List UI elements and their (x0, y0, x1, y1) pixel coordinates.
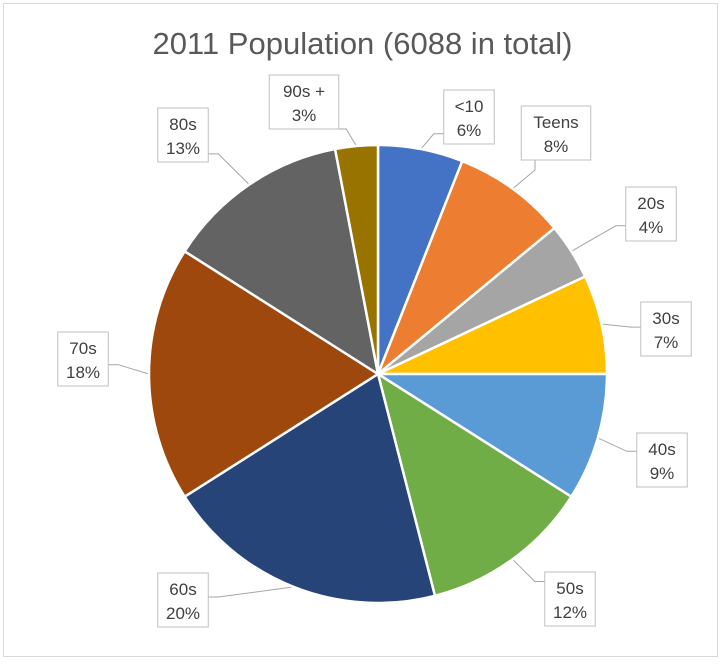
pie-slice-50s (376, 371, 574, 598)
leader-line-10 (420, 133, 444, 150)
data-label-category-40s: 40s (648, 440, 675, 459)
data-label-category-teens: Teens (533, 113, 578, 132)
pie-slice-80s (182, 147, 380, 377)
data-label-box-teens (520, 105, 592, 161)
data-label-value-40s: 9% (650, 464, 675, 483)
chart-title: 2011 Population (6088 in total) (152, 26, 573, 61)
data-label-category-20s: 20s (637, 194, 664, 213)
data-label-box-20s (625, 186, 677, 242)
data-label-value-10: 6% (457, 121, 482, 140)
leader-line-40s (597, 437, 637, 452)
data-label-box-30s (640, 301, 692, 357)
leader-line-80s (208, 153, 250, 185)
data-label-category-80s: 80s (169, 115, 196, 134)
data-label-category-30s: 30s (652, 309, 679, 328)
leader-line-30s (601, 323, 641, 328)
data-label-box-70s (57, 331, 109, 387)
pie-slices (147, 143, 609, 605)
data-label-category-90s: 90s + (283, 82, 325, 101)
data-label-value-30s: 7% (654, 333, 679, 352)
data-label-category-60s: 60s (169, 580, 196, 599)
pie-slice-70s (147, 249, 381, 499)
leader-line-90s (336, 128, 357, 147)
pie-slice-40s (373, 372, 609, 499)
data-label-value-80s: 13% (166, 139, 200, 158)
data-label-box-10 (443, 89, 495, 145)
data-label-box-90s (268, 74, 340, 130)
leader-line-60s (208, 586, 294, 598)
leader-line-70s (108, 364, 150, 375)
data-label-box-50s (544, 571, 596, 627)
leader-line-teens (512, 160, 536, 190)
data-label-value-60s: 20% (166, 604, 200, 623)
pie-slice-teens (376, 159, 557, 375)
data-label-value-50s: 12% (553, 603, 587, 622)
data-labels: <10 6% Teens 8% 20s 4% 30s 7% 40s 9% 50s 12% 60s 20% 7… (57, 74, 692, 628)
pie-slice-60s (182, 372, 437, 605)
data-label-category-70s: 70s (69, 339, 96, 358)
pie-slice-90s (333, 143, 380, 375)
data-label-category-50s: 50s (556, 579, 583, 598)
leader-lines (108, 128, 641, 598)
leader-line-50s (512, 558, 545, 582)
data-label-box-80s (157, 107, 209, 163)
data-label-value-90s: 3% (292, 106, 317, 125)
data-label-box-40s (636, 432, 688, 488)
data-label-box-60s (157, 572, 209, 628)
data-label-value-teens: 8% (544, 137, 569, 156)
leader-line-20s (571, 225, 626, 252)
data-label-value-70s: 18% (66, 363, 100, 382)
data-label-value-20s: 4% (639, 218, 664, 237)
data-label-category-10: <10 (455, 97, 484, 116)
